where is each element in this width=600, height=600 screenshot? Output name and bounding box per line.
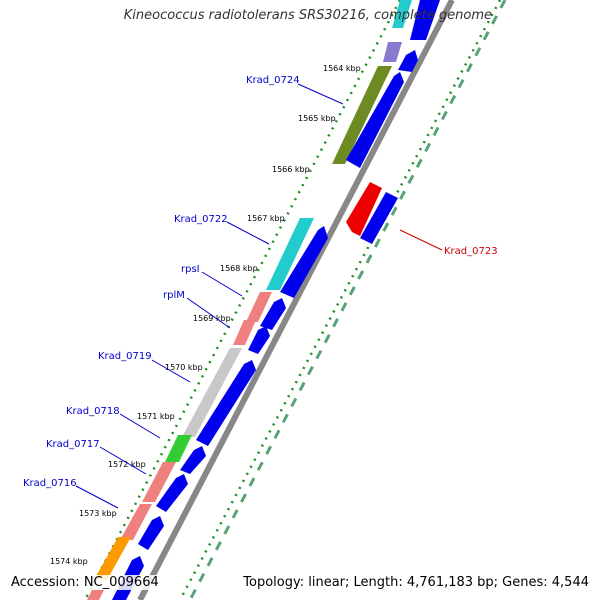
gene-krad-0718 (165, 435, 192, 462)
cds-arrow (196, 360, 256, 446)
gene-krad-0716 (120, 504, 152, 540)
cds-arrow (410, 0, 440, 40)
gene-krad-0724 (332, 66, 392, 164)
leader-line (226, 221, 270, 245)
tick-label: 1565 kbp (298, 114, 336, 123)
cds-arrow (156, 474, 188, 512)
cds-track (112, 0, 440, 600)
leader-line (186, 297, 231, 329)
gene-orange (94, 537, 131, 580)
tick-label: 1570 kbp (165, 363, 203, 372)
gc-track-right-inner (188, 0, 507, 600)
cds-arrow (180, 446, 206, 474)
accession-label: Accession: NC_009664 (9, 575, 161, 590)
gene-rplM (233, 320, 256, 345)
leader-line (119, 413, 161, 439)
topology-label: Topology: linear; Length: 4,761,183 bp; … (241, 575, 591, 590)
leader-line (297, 83, 344, 105)
tick-label: 1564 kbp (323, 64, 361, 73)
gene-label-krad-0723: Krad_0723 (444, 246, 498, 257)
gene-cyan-top (392, 0, 412, 28)
leader-line (99, 446, 147, 475)
cds-arrow (398, 50, 418, 72)
leader-line (75, 485, 119, 509)
gene-label-rpsI: rpsI (181, 264, 200, 275)
tick-label: 1573 kbp (79, 509, 117, 518)
tick-label: 1574 kbp (50, 557, 88, 566)
gene-label-krad-0718: Krad_0718 (66, 406, 120, 417)
gene-label-krad-0717: Krad_0717 (46, 439, 100, 450)
leader-line (201, 271, 243, 297)
leader-line (399, 229, 443, 251)
gene-labels: Krad_0724 Krad_0722 rpsI rplM Krad_0719 … (23, 75, 498, 489)
gene-label-rplM: rplM (163, 290, 185, 301)
tick-label: 1568 kbp (220, 264, 258, 273)
gene-krad-0717 (142, 462, 176, 502)
gene-label-krad-0722: Krad_0722 (174, 214, 228, 225)
map-title: Kineococcus radiotolerans SRS30216, comp… (123, 8, 492, 23)
cds-arrow (248, 326, 270, 354)
tick-label: 1569 kbp (193, 314, 231, 323)
gene-label-krad-0719: Krad_0719 (98, 351, 152, 362)
tick-label: 1571 kbp (137, 412, 175, 421)
leader-lines (75, 83, 443, 509)
tick-label: 1566 kbp (272, 165, 310, 174)
tick-label: 1572 kbp (108, 460, 146, 469)
gc-track-left (83, 0, 402, 600)
feature-track-colored (87, 0, 412, 600)
cds-arrow (260, 298, 286, 330)
tick-label: 1567 kbp (247, 214, 285, 223)
leader-line (151, 359, 191, 383)
cds-arrow (346, 72, 404, 168)
gene-krad-0722 (266, 218, 314, 290)
gene-label-krad-0724: Krad_0724 (246, 75, 300, 86)
cds-arrow-reverse (360, 192, 398, 244)
gc-track-right-outer (178, 0, 502, 600)
backbone (137, 0, 455, 600)
cds-arrow (280, 226, 328, 298)
gene-rpsI (246, 292, 272, 322)
gene-purple-top (383, 42, 402, 62)
cds-arrow (138, 516, 164, 550)
gene-pink-bottom (87, 590, 104, 600)
tick-labels: 1564 kbp 1565 kbp 1566 kbp 1567 kbp 1568… (50, 64, 361, 566)
gene-krad-0719 (182, 348, 242, 437)
gene-label-krad-0716: Krad_0716 (23, 478, 77, 489)
gene-krad-0723 (346, 182, 382, 236)
